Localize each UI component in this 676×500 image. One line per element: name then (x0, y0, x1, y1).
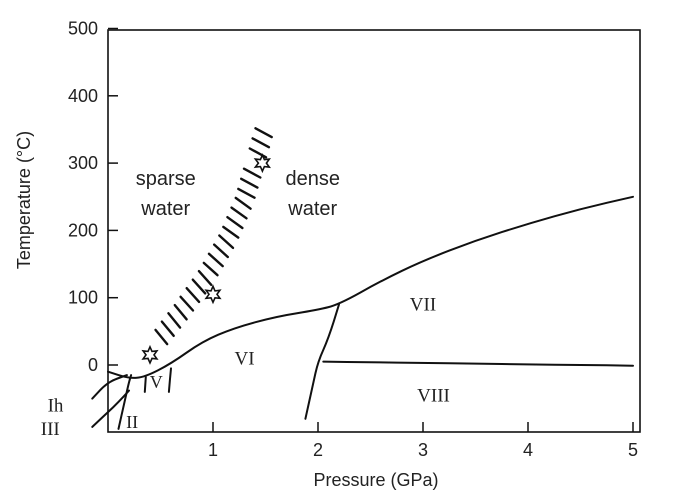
x-tick-label: 2 (313, 440, 323, 460)
hatch-mark (237, 187, 256, 199)
hatch-mark (197, 269, 213, 286)
region-label-dense: water (287, 198, 337, 220)
phase-boundaries (91, 195, 634, 430)
boundary-VI-VII (304, 303, 340, 420)
y-tick-label: 300 (68, 153, 98, 173)
hatch-mark (234, 196, 252, 210)
hatch-mark (251, 137, 271, 149)
x-axis-ticks: 1 2 3 4 5 (208, 422, 638, 460)
y-tick-label: 500 (68, 19, 98, 39)
phase-label-V: V (150, 372, 163, 392)
region-label-sparse: water (140, 198, 190, 220)
boundary-VII-VIII (322, 360, 634, 367)
x-tick-label: 5 (628, 440, 638, 460)
region-label-dense: dense (286, 168, 341, 190)
star-marker (253, 153, 271, 174)
phase-label-VIII: VIII (417, 385, 450, 406)
boundary-melting-curve (107, 195, 634, 379)
boundary-V-right (167, 367, 172, 393)
y-axis-title: Temperature (°C) (14, 131, 34, 269)
hatch-mark (242, 167, 262, 179)
phase-label-II: II (126, 412, 138, 432)
plot-frame (107, 29, 641, 433)
hatch-mark (207, 252, 224, 268)
sparse-dense-transition-band (141, 127, 273, 365)
phase-label-VII: VII (410, 294, 436, 315)
hatch-mark (173, 303, 188, 321)
y-tick-label: 200 (68, 220, 98, 240)
boundary-III-outer (91, 389, 130, 428)
y-axis-ticks: 0 100 200 300 400 500 (68, 19, 118, 375)
hatch-mark (226, 215, 244, 230)
hatch-mark (179, 295, 195, 312)
x-tick-label: 1 (208, 440, 218, 460)
hatch-mark (218, 234, 235, 250)
hatch-mark (239, 177, 259, 189)
y-tick-label: 0 (88, 355, 98, 375)
hatch-mark (160, 320, 175, 337)
phase-label-VI: VI (234, 348, 254, 369)
hatch-mark (185, 287, 201, 304)
phase-label-Ih: Ih (48, 395, 64, 416)
y-tick-label: 100 (68, 288, 98, 308)
region-label-sparse: sparse (136, 168, 196, 190)
hatch-mark (222, 225, 240, 239)
star-marker (204, 284, 222, 305)
x-axis-title: Pressure (GPa) (313, 470, 438, 490)
boundary-Ih-outer (91, 374, 128, 400)
hatch-mark (254, 127, 273, 139)
star-marker (141, 344, 159, 365)
x-tick-label: 3 (418, 440, 428, 460)
hatch-mark (202, 261, 219, 277)
hatch-mark (212, 243, 230, 259)
hatch-mark (167, 312, 182, 329)
hatch-mark (154, 328, 169, 346)
phase-label-III: III (41, 419, 60, 440)
region-labels: sparse water dense water (136, 168, 340, 220)
hatch-mark (191, 278, 207, 295)
y-tick-label: 400 (68, 86, 98, 106)
x-tick-label: 4 (523, 440, 533, 460)
plot-border (107, 29, 641, 433)
boundary-II-left (117, 374, 133, 430)
boundary-V-left (143, 376, 147, 393)
hatch-mark (230, 206, 248, 220)
